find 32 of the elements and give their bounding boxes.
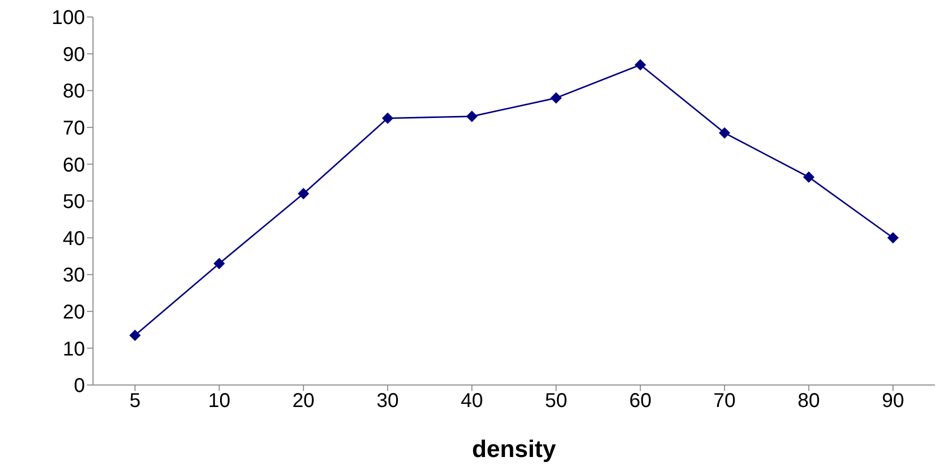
point — [298, 188, 309, 200]
point — [634, 59, 646, 70]
x-tick-label: 50 — [544, 390, 568, 412]
x-tick-label: 20 — [292, 390, 315, 412]
x-axis-title: density — [472, 436, 557, 463]
point — [888, 232, 898, 244]
x-tick-label: 5 — [129, 390, 141, 412]
x-tick-label: 10 — [208, 390, 230, 412]
y-tick-label: 10 — [62, 338, 85, 360]
x-tick-label: 30 — [376, 390, 399, 412]
y-tick-label: 40 — [62, 228, 85, 250]
y-tick-label: 50 — [62, 191, 85, 214]
point — [803, 172, 814, 183]
point — [382, 112, 394, 124]
point — [550, 92, 562, 104]
x-tick-label: 70 — [713, 390, 736, 412]
y-tick-label: 90 — [62, 44, 85, 66]
y-tick-label: 70 — [62, 118, 85, 140]
x-tick-label: 90 — [882, 390, 904, 412]
y-tick-label: 20 — [62, 302, 85, 324]
point — [130, 330, 140, 341]
y-tick-label: 60 — [62, 154, 85, 176]
y-tick-label: 80 — [62, 80, 85, 103]
x-tick-label: 40 — [460, 390, 484, 412]
y-tick-label: 100 — [52, 7, 85, 30]
point — [719, 127, 730, 138]
x-tick-label: 60 — [629, 390, 652, 412]
y-tick-label: 30 — [62, 264, 85, 287]
point — [214, 258, 225, 270]
y-tick-label: 0 — [74, 375, 85, 398]
x-tick-label: 80 — [798, 390, 820, 412]
point — [466, 110, 478, 122]
